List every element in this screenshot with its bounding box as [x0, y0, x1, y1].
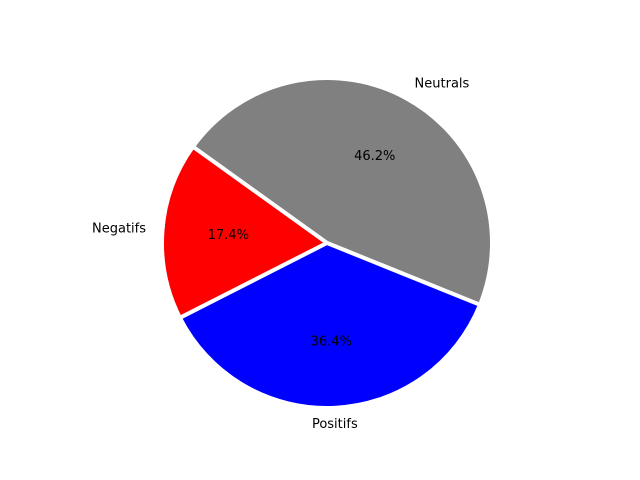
slice-label-negatifs: Negatifs	[92, 222, 146, 237]
pie-slice-negatifs	[160, 144, 329, 320]
pie-slice-neutrals	[190, 76, 494, 307]
slice-percent-positifs: 36.4%	[311, 334, 352, 349]
pie-slice-positifs	[177, 241, 482, 410]
slice-percent-neutrals: 46.2%	[354, 149, 395, 164]
slice-percent-negatifs: 17.4%	[208, 228, 249, 243]
slice-label-neutrals: Neutrals	[415, 77, 470, 92]
slice-label-positifs: Positifs	[312, 417, 358, 432]
